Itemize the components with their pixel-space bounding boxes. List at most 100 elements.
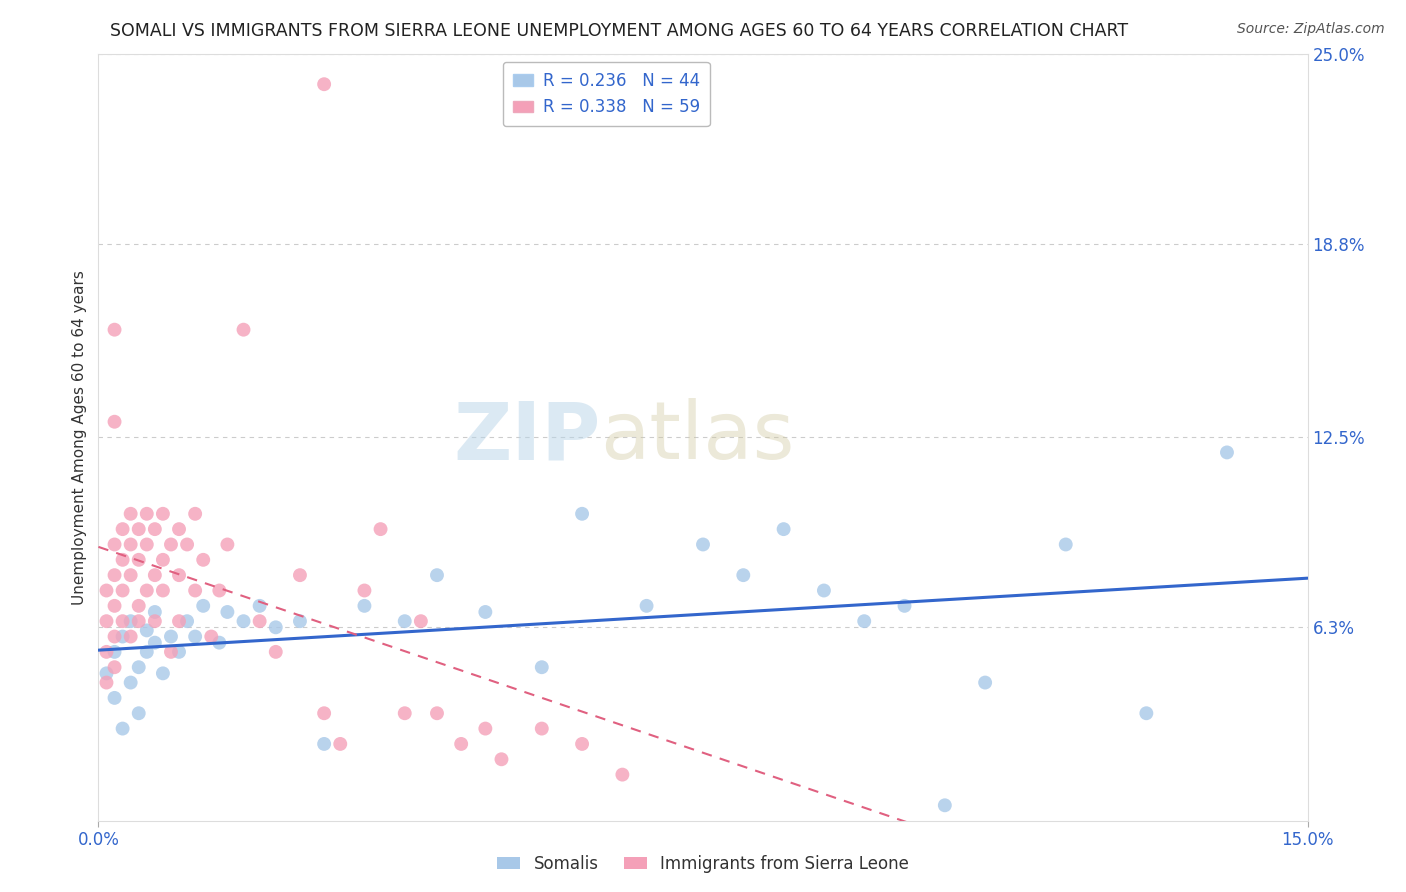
Point (353, 599, 375, 613)
Point (111, 583, 134, 598)
Point (143, 605, 166, 619)
Point (249, 614, 271, 628)
Point (128, 553, 150, 567)
Point (120, 675, 142, 690)
Point (474, 605, 496, 619)
Point (288, 614, 311, 628)
Point (128, 660, 150, 674)
Point (208, 635, 231, 649)
Point (111, 722, 134, 736)
Point (184, 583, 207, 598)
Point (314, 706, 336, 721)
Point (143, 568, 166, 582)
Point (176, 614, 198, 628)
Text: atlas: atlas (600, 398, 794, 476)
Point (120, 537, 142, 551)
Point (96, 666, 118, 681)
Point (111, 522, 134, 536)
Point (111, 614, 134, 628)
Point (152, 553, 174, 567)
Point (128, 706, 150, 721)
Point (853, 614, 876, 628)
Point (152, 666, 174, 681)
Point (120, 507, 142, 521)
Point (193, 553, 215, 567)
Point (733, 568, 755, 582)
Point (232, 614, 254, 628)
Point (813, 583, 835, 598)
Point (128, 614, 150, 628)
Point (612, 767, 634, 781)
Point (96, 614, 118, 628)
Point (692, 537, 714, 551)
Point (152, 507, 174, 521)
Point (143, 522, 166, 536)
Point (128, 522, 150, 536)
Point (103, 630, 125, 644)
Point (103, 645, 125, 659)
Point (409, 614, 432, 628)
Point (184, 630, 207, 644)
Point (1054, 537, 1077, 551)
Text: SOMALI VS IMMIGRANTS FROM SIERRA LEONE UNEMPLOYMENT AMONG AGES 60 TO 64 YEARS CO: SOMALI VS IMMIGRANTS FROM SIERRA LEONE U… (110, 22, 1128, 40)
Point (934, 798, 956, 813)
Point (103, 599, 125, 613)
Point (571, 737, 593, 751)
Point (200, 630, 222, 644)
Point (135, 507, 157, 521)
Point (96, 675, 118, 690)
Point (120, 630, 142, 644)
Point (530, 722, 553, 736)
Point (103, 323, 125, 337)
Point (167, 568, 190, 582)
Point (96, 645, 118, 659)
Point (103, 568, 125, 582)
Text: Source: ZipAtlas.com: Source: ZipAtlas.com (1237, 22, 1385, 37)
Point (167, 522, 190, 536)
Point (135, 537, 157, 551)
Legend: R = 0.236   N = 44, R = 0.338   N = 59: R = 0.236 N = 44, R = 0.338 N = 59 (503, 62, 710, 126)
Legend: Somalis, Immigrants from Sierra Leone: Somalis, Immigrants from Sierra Leone (491, 848, 915, 880)
Point (217, 537, 239, 551)
Point (772, 522, 794, 536)
Point (264, 645, 287, 659)
Point (128, 599, 150, 613)
Point (394, 706, 416, 721)
Point (370, 522, 392, 536)
Text: ZIP: ZIP (453, 398, 600, 476)
Point (160, 645, 183, 659)
Point (143, 635, 166, 649)
Point (103, 537, 125, 551)
Y-axis label: Unemployment Among Ages 60 to 64 years: Unemployment Among Ages 60 to 64 years (72, 269, 87, 605)
Point (160, 537, 183, 551)
Point (184, 507, 207, 521)
Point (1135, 706, 1157, 721)
Point (135, 645, 157, 659)
Point (426, 568, 449, 582)
Point (111, 553, 134, 567)
Point (96, 583, 118, 598)
Point (120, 614, 142, 628)
Point (135, 624, 157, 638)
Point (329, 737, 352, 751)
Point (571, 507, 593, 521)
Point (193, 599, 215, 613)
Point (103, 660, 125, 674)
Point (314, 77, 336, 91)
Point (530, 660, 553, 674)
Point (893, 599, 915, 613)
Point (450, 737, 472, 751)
Point (249, 599, 271, 613)
Point (288, 568, 311, 582)
Point (314, 737, 336, 751)
Point (111, 630, 134, 644)
Point (974, 675, 997, 690)
Point (143, 614, 166, 628)
Point (217, 605, 239, 619)
Point (232, 323, 254, 337)
Point (167, 645, 190, 659)
Point (474, 722, 496, 736)
Point (264, 620, 287, 634)
Point (426, 706, 449, 721)
Point (636, 599, 658, 613)
